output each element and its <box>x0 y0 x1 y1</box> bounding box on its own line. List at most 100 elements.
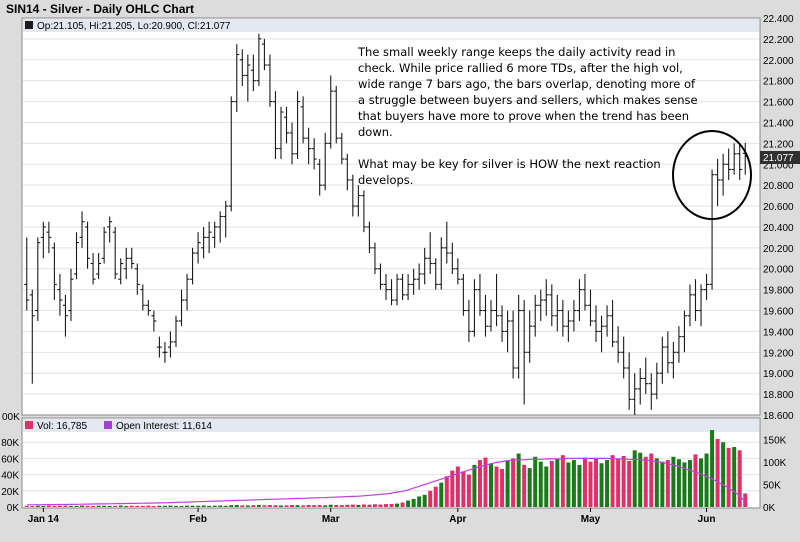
volume-bar <box>367 504 372 507</box>
ohlc-bar <box>90 253 96 285</box>
highlight-circle <box>672 130 752 220</box>
volume-bar <box>157 505 162 507</box>
ohlc-bar <box>681 310 687 353</box>
price-tick-label: 22.200 <box>763 35 794 46</box>
volume-bar <box>577 464 582 507</box>
volume-bar <box>35 505 40 507</box>
ohlc-bar <box>604 305 610 337</box>
ohlc-bar <box>68 268 74 321</box>
volume-bar <box>63 505 68 507</box>
volume-bar <box>610 455 615 507</box>
volume-bar <box>466 474 471 507</box>
volume-bar <box>356 504 361 507</box>
volume-bar <box>262 505 267 507</box>
annotation-paragraph-2: What may be key for silver is HOW the ne… <box>358 157 661 187</box>
ohlc-bar <box>167 331 173 358</box>
price-tick-label: 20.400 <box>763 223 794 234</box>
ohlc-bar <box>737 143 743 180</box>
volume-bar <box>129 505 134 507</box>
ohlc-bar <box>510 310 516 379</box>
ohlc-bar <box>687 284 693 327</box>
volume-bar <box>665 460 670 507</box>
ohlc-bar <box>383 273 389 301</box>
volume-bar <box>422 494 427 507</box>
ohlc-bar <box>471 279 477 337</box>
x-tick-label: Apr <box>449 514 466 525</box>
price-tick-label: 20.600 <box>763 202 794 213</box>
volume-bar <box>278 505 283 507</box>
volume-bar <box>682 462 687 507</box>
volume-bar <box>218 505 223 507</box>
volume-bar <box>566 462 571 507</box>
volume-bar <box>57 505 62 507</box>
ohlc-bar <box>466 300 472 342</box>
ohlc-bar <box>416 263 422 290</box>
ohlc-bar <box>112 226 118 280</box>
volume-left-tick: 20K <box>1 487 19 498</box>
ohlc-bar <box>101 226 107 264</box>
ohlc-bar <box>411 268 417 295</box>
volume-axis-top-label: 00K <box>2 412 20 423</box>
volume-bar <box>229 505 234 507</box>
x-tick-label: Mar <box>322 514 340 525</box>
ohlc-bar <box>482 294 488 337</box>
volume-bar <box>721 442 726 507</box>
ohlc-bar <box>245 54 251 102</box>
volume-bar <box>80 505 85 507</box>
volume-bar <box>489 463 494 507</box>
price-tick-label: 19.000 <box>763 369 794 380</box>
volume-bar <box>676 459 681 507</box>
volume-bar <box>212 505 217 507</box>
ohlc-bar <box>593 305 599 342</box>
oi-legend-swatch <box>104 421 112 429</box>
ohlc-bar <box>228 96 234 212</box>
volume-bar <box>273 505 278 507</box>
volume-bar <box>102 505 107 507</box>
volume-left-tick: 60K <box>1 454 19 465</box>
ohlc-bar <box>355 185 361 217</box>
annotation-paragraph-1: The small weekly range keeps the daily a… <box>358 45 698 139</box>
volume-bar <box>107 505 112 507</box>
ohlc-bar <box>234 44 240 113</box>
volume-bar <box>411 498 416 507</box>
volume-bar <box>737 450 742 507</box>
ohlc-bar <box>698 284 704 327</box>
price-tick-label: 21.200 <box>763 139 794 150</box>
ohlc-bar <box>162 341 168 363</box>
ohlc-bar <box>278 106 284 160</box>
volume-bar <box>124 505 129 507</box>
volume-bar <box>477 460 482 507</box>
volume-bar <box>135 505 140 507</box>
volume-bar <box>726 447 731 507</box>
volume-left-axis: 0K 20K 40K 60K 80K <box>1 438 19 514</box>
volume-legend-bar <box>23 419 759 432</box>
volume-bar <box>483 457 488 507</box>
ohlc-bar <box>29 289 35 384</box>
volume-bar <box>693 454 698 507</box>
volume-bar <box>240 505 245 507</box>
ohlc-bar <box>74 232 80 280</box>
ohlc-bar <box>217 211 223 243</box>
vol-legend-swatch <box>25 421 33 429</box>
price-tick-label: 22.000 <box>763 56 794 67</box>
ohlc-bar <box>295 91 301 160</box>
ohlc-bar <box>311 138 317 170</box>
ohlc-bar <box>676 326 682 363</box>
volume-bar <box>533 456 538 507</box>
ohlc-bar <box>477 273 483 316</box>
ohlc-bar <box>621 336 627 379</box>
ohlc-bar <box>190 247 196 285</box>
volume-bar <box>632 450 637 507</box>
price-bars <box>24 33 748 415</box>
ohlc-info-text: Op:21.105, Hi:21.205, Lo:20.900, Cl:21.0… <box>37 21 231 32</box>
ohlc-bar <box>654 362 660 400</box>
price-tick-label: 21.600 <box>763 98 794 109</box>
ohlc-bar <box>62 294 68 337</box>
ohlc-bar <box>433 258 439 290</box>
volume-bar <box>500 468 505 507</box>
volume-bar <box>162 505 167 507</box>
volume-bar <box>621 455 626 507</box>
price-tick-label: 18.600 <box>763 411 794 422</box>
